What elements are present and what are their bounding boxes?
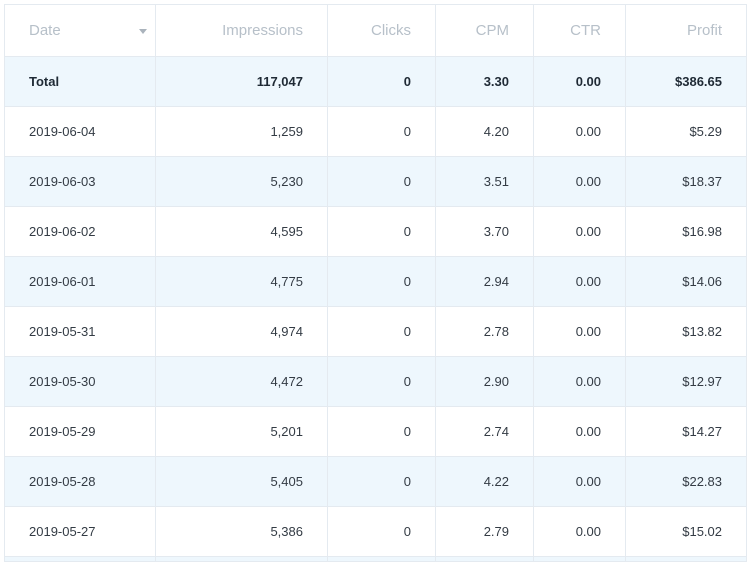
column-header-label: Profit — [686, 22, 722, 39]
header-row: Date Impressions Clicks CPM CTR Profit — [4, 4, 747, 57]
cell-clicks: 0 — [327, 406, 436, 457]
cell-empty — [4, 556, 156, 562]
table-body: Total 117,047 0 3.30 0.00 $386.65 2019-0… — [4, 56, 747, 562]
column-header-label: Clicks — [371, 22, 411, 39]
column-header-label: CTR — [570, 22, 601, 39]
column-header-ctr[interactable]: CTR — [533, 4, 626, 57]
cell-clicks: 0 — [327, 256, 436, 307]
cell-cpm: 4.20 — [435, 106, 534, 157]
table-row: 2019-05-31 4,974 0 2.78 0.00 $13.82 — [4, 306, 747, 357]
stats-table: Date Impressions Clicks CPM CTR Profit T… — [4, 4, 747, 562]
cell-empty — [155, 556, 328, 562]
table-row: 2019-06-01 4,775 0 2.94 0.00 $14.06 — [4, 256, 747, 307]
table-row: 2019-05-27 5,386 0 2.79 0.00 $15.02 — [4, 506, 747, 557]
table-row: 2019-06-03 5,230 0 3.51 0.00 $18.37 — [4, 156, 747, 207]
total-clicks: 0 — [327, 56, 436, 107]
cell-empty — [625, 556, 747, 562]
cell-date: 2019-06-03 — [4, 156, 156, 207]
column-header-profit[interactable]: Profit — [625, 4, 747, 57]
cell-empty — [435, 556, 534, 562]
cell-clicks: 0 — [327, 506, 436, 557]
table-row: 2019-06-02 4,595 0 3.70 0.00 $16.98 — [4, 206, 747, 257]
cell-clicks: 0 — [327, 106, 436, 157]
cell-profit: $18.37 — [625, 156, 747, 207]
cell-ctr: 0.00 — [533, 406, 626, 457]
cell-clicks: 0 — [327, 206, 436, 257]
cell-profit: $22.83 — [625, 456, 747, 507]
cell-date: 2019-06-04 — [4, 106, 156, 157]
cell-ctr: 0.00 — [533, 506, 626, 557]
cell-date: 2019-05-28 — [4, 456, 156, 507]
total-label: Total — [4, 56, 156, 107]
cell-impressions: 5,386 — [155, 506, 328, 557]
column-header-cpm[interactable]: CPM — [435, 4, 534, 57]
cell-ctr: 0.00 — [533, 156, 626, 207]
cell-impressions: 4,775 — [155, 256, 328, 307]
cell-impressions: 5,230 — [155, 156, 328, 207]
cell-cpm: 3.51 — [435, 156, 534, 207]
cell-impressions: 1,259 — [155, 106, 328, 157]
cell-profit: $14.06 — [625, 256, 747, 307]
cell-cpm: 2.94 — [435, 256, 534, 307]
cell-cpm: 2.78 — [435, 306, 534, 357]
cell-cpm: 2.79 — [435, 506, 534, 557]
total-ctr: 0.00 — [533, 56, 626, 107]
cell-profit: $5.29 — [625, 106, 747, 157]
cell-clicks: 0 — [327, 306, 436, 357]
table-row: 2019-06-04 1,259 0 4.20 0.00 $5.29 — [4, 106, 747, 157]
cell-ctr: 0.00 — [533, 106, 626, 157]
table-row-partial — [4, 556, 747, 562]
cell-impressions: 4,472 — [155, 356, 328, 407]
cell-ctr: 0.00 — [533, 456, 626, 507]
cell-clicks: 0 — [327, 156, 436, 207]
cell-empty — [533, 556, 626, 562]
cell-profit: $16.98 — [625, 206, 747, 257]
cell-cpm: 2.74 — [435, 406, 534, 457]
column-header-date[interactable]: Date — [4, 4, 156, 57]
column-header-impressions[interactable]: Impressions — [155, 4, 328, 57]
cell-impressions: 5,405 — [155, 456, 328, 507]
total-profit: $386.65 — [625, 56, 747, 107]
cell-impressions: 5,201 — [155, 406, 328, 457]
cell-ctr: 0.00 — [533, 356, 626, 407]
cell-profit: $14.27 — [625, 406, 747, 457]
cell-cpm: 4.22 — [435, 456, 534, 507]
cell-impressions: 4,595 — [155, 206, 328, 257]
cell-ctr: 0.00 — [533, 206, 626, 257]
table-header: Date Impressions Clicks CPM CTR Profit — [4, 4, 747, 57]
total-cpm: 3.30 — [435, 56, 534, 107]
cell-ctr: 0.00 — [533, 306, 626, 357]
table-row: 2019-05-28 5,405 0 4.22 0.00 $22.83 — [4, 456, 747, 507]
cell-date: 2019-06-01 — [4, 256, 156, 307]
total-impressions: 117,047 — [155, 56, 328, 107]
total-row: Total 117,047 0 3.30 0.00 $386.65 — [4, 56, 747, 107]
stats-table-container: Date Impressions Clicks CPM CTR Profit T… — [4, 4, 747, 562]
cell-ctr: 0.00 — [533, 256, 626, 307]
cell-profit: $13.82 — [625, 306, 747, 357]
cell-profit: $12.97 — [625, 356, 747, 407]
column-header-label: Date — [29, 22, 61, 39]
cell-empty — [327, 556, 436, 562]
cell-cpm: 2.90 — [435, 356, 534, 407]
cell-date: 2019-06-02 — [4, 206, 156, 257]
cell-impressions: 4,974 — [155, 306, 328, 357]
column-header-clicks[interactable]: Clicks — [327, 4, 436, 57]
cell-clicks: 0 — [327, 456, 436, 507]
column-header-label: CPM — [475, 22, 509, 39]
cell-date: 2019-05-29 — [4, 406, 156, 457]
table-row: 2019-05-30 4,472 0 2.90 0.00 $12.97 — [4, 356, 747, 407]
chevron-down-icon[interactable] — [139, 28, 147, 34]
cell-date: 2019-05-27 — [4, 506, 156, 557]
cell-clicks: 0 — [327, 356, 436, 407]
cell-profit: $15.02 — [625, 506, 747, 557]
cell-date: 2019-05-30 — [4, 356, 156, 407]
table-row: 2019-05-29 5,201 0 2.74 0.00 $14.27 — [4, 406, 747, 457]
cell-cpm: 3.70 — [435, 206, 534, 257]
cell-date: 2019-05-31 — [4, 306, 156, 357]
column-header-label: Impressions — [222, 22, 303, 39]
